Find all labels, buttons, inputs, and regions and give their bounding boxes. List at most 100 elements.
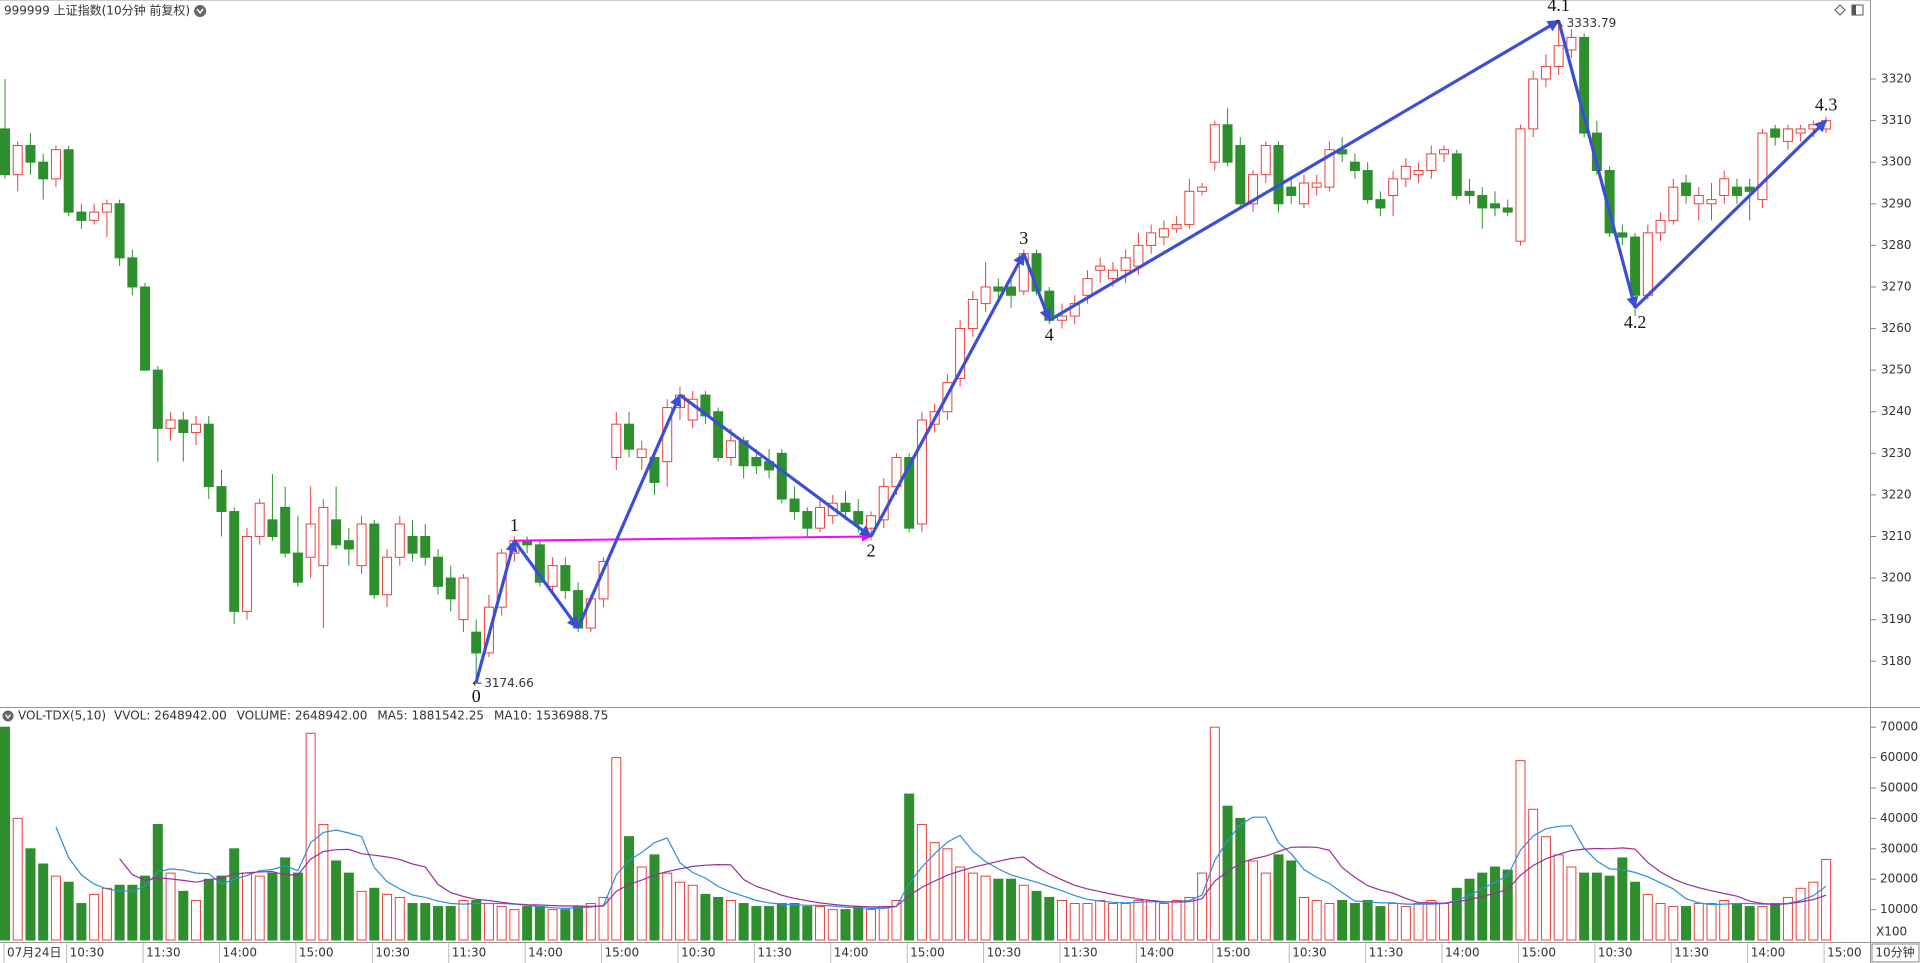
volume-bar <box>1477 872 1488 941</box>
volume-bar <box>624 836 635 941</box>
candle-body <box>12 145 23 176</box>
volume-bar <box>636 866 647 941</box>
candle-body <box>1477 194 1488 209</box>
volume-bar <box>369 887 380 941</box>
volume-bar <box>76 903 87 941</box>
candle-body <box>1260 145 1271 176</box>
dropdown-icon[interactable] <box>194 5 207 17</box>
x-tick-label: 15:00 <box>1521 946 1556 960</box>
y-tick-label: 3190 <box>1881 612 1912 626</box>
candle-body <box>1579 36 1590 134</box>
x-tick-label: 15:00 <box>910 946 945 960</box>
volume-bar <box>1349 903 1360 941</box>
candle-body <box>815 506 826 529</box>
vol-y-tick-label: 70000 <box>1880 720 1918 734</box>
volume-bar <box>1260 872 1271 941</box>
vol-y-tick-label: 60000 <box>1880 750 1918 764</box>
candle-body <box>1311 182 1322 188</box>
y-tick-label: 3290 <box>1881 196 1912 210</box>
wave-label: 0 <box>472 686 481 706</box>
candle-body <box>305 523 316 558</box>
candle-body <box>776 452 787 500</box>
vol-legend: VVOL: 2648942.00 <box>114 709 227 723</box>
vol-dropdown-icon[interactable] <box>2 710 14 722</box>
window-icons[interactable] <box>1834 4 1864 16</box>
volume-bar <box>1693 903 1704 941</box>
volume-bar <box>1006 878 1017 941</box>
volume-bar <box>573 906 584 941</box>
volume-bar <box>1375 906 1386 941</box>
candle-body <box>853 511 864 525</box>
volume-bar <box>63 881 74 941</box>
volume-bar <box>343 872 354 941</box>
candle-body <box>101 203 112 213</box>
y-tick-label: 3250 <box>1881 363 1912 377</box>
volume-bar <box>942 848 953 941</box>
candle-body <box>1528 78 1539 130</box>
volume-bar <box>827 909 838 941</box>
volume-bar <box>1782 896 1793 941</box>
volume-bar <box>929 842 940 941</box>
candle-body <box>241 535 252 612</box>
volume-bar <box>738 903 749 941</box>
volume-bar <box>1426 899 1437 941</box>
candle-body <box>534 544 545 583</box>
candle-body <box>725 440 736 458</box>
wave-label: 3 <box>1019 228 1028 248</box>
candle-body <box>1604 170 1615 234</box>
x-tick-label: 15:00 <box>1827 946 1862 960</box>
x-tick-label: 11:30 <box>452 946 487 960</box>
x-tick-label: 10:30 <box>375 946 410 960</box>
candle-body <box>955 328 966 379</box>
candle-body <box>751 456 762 467</box>
volume-bar <box>611 757 622 941</box>
candle-body <box>1222 124 1233 163</box>
volume-bar <box>483 903 494 941</box>
candle-body <box>1298 182 1309 205</box>
candle-body <box>1388 178 1399 196</box>
volume-bar <box>1235 817 1246 941</box>
candle-body <box>1782 128 1793 142</box>
candle-body <box>624 423 635 450</box>
candle-body <box>1668 186 1679 221</box>
wave-label: 4.1 <box>1547 0 1570 15</box>
volume-bar <box>1107 903 1118 941</box>
high-arrow: ↖ <box>1555 16 1565 30</box>
candle-body <box>1630 236 1641 296</box>
candle-body <box>1082 278 1093 296</box>
volume-bar <box>1731 903 1742 941</box>
volume-bar <box>1400 906 1411 941</box>
period-box[interactable] <box>1871 943 1920 963</box>
candle-body <box>713 411 724 458</box>
volume-bar <box>140 875 151 941</box>
volume-bar <box>865 909 876 941</box>
x-tick-label: 10:30 <box>1292 946 1327 960</box>
candle-body <box>25 145 36 163</box>
ma-line <box>55 816 1827 910</box>
volume-bar <box>1362 899 1373 941</box>
candle-body <box>1400 165 1411 180</box>
candle-body <box>1158 228 1169 238</box>
wave-arrow <box>1048 19 1560 322</box>
candle-body <box>407 535 418 554</box>
volume-bar <box>878 906 889 941</box>
volume-bar <box>420 903 431 941</box>
candle-body <box>267 519 278 537</box>
low-price-label: 3174.66 <box>484 676 534 690</box>
candle-body <box>89 211 100 221</box>
volume-bar <box>725 899 736 941</box>
volume-bar <box>1197 872 1208 941</box>
volume-bar <box>50 875 61 941</box>
volume-bar <box>382 893 393 941</box>
vol-y-tick-label: 40000 <box>1880 811 1918 825</box>
volume-bar <box>662 872 673 941</box>
volume-bar <box>241 872 252 941</box>
volume-bar <box>598 896 609 941</box>
candle-body <box>50 149 61 180</box>
volume-bar <box>394 896 405 941</box>
candle-body <box>1248 174 1259 205</box>
volume-bar <box>445 906 456 941</box>
candle-body <box>840 502 851 513</box>
